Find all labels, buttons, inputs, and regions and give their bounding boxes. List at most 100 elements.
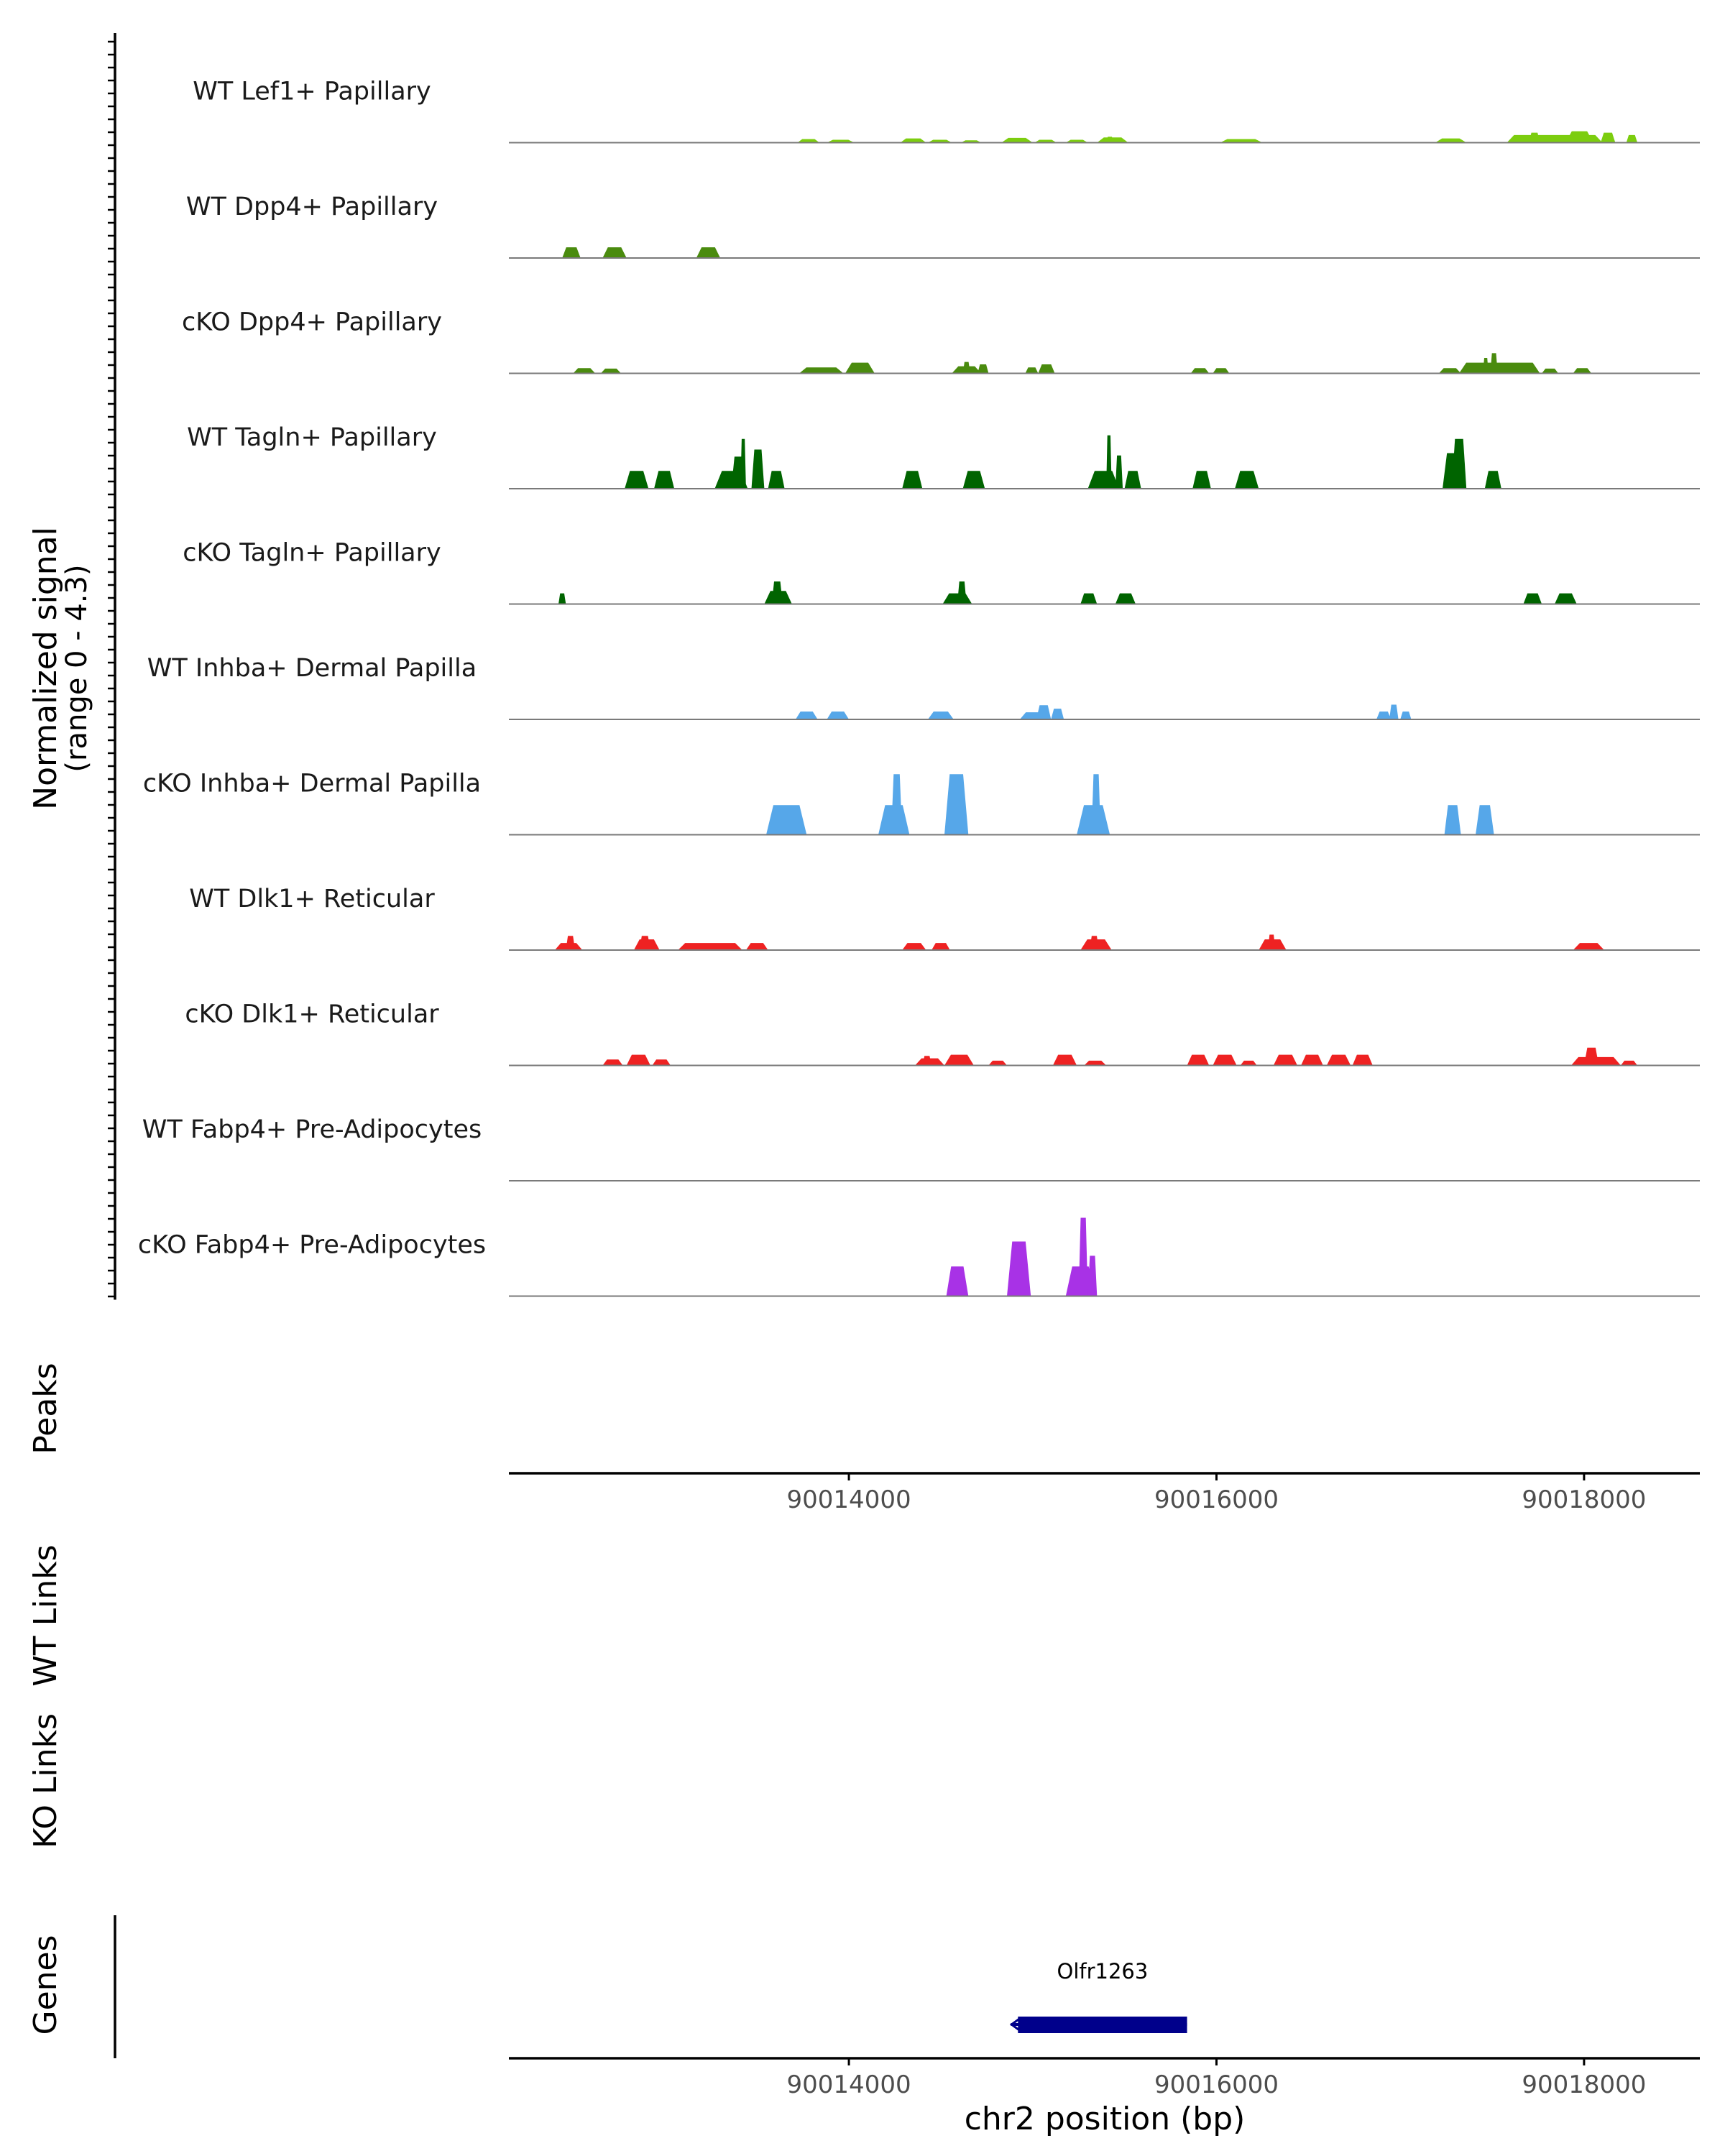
coverage-peak [1007, 1241, 1031, 1296]
coverage-peak [1626, 134, 1638, 143]
x-tick-label: 90016000 [1154, 2070, 1279, 2099]
coverage-peak [827, 711, 850, 719]
peaks-x-axis: 90014000 90016000 90018000 [509, 1472, 1700, 1514]
coverage-peak [639, 936, 650, 950]
track-wt-lef1-papillary: WT Lef1+ Papillary [193, 78, 1700, 144]
coverage-peak [988, 1060, 1007, 1066]
track-cko-tagln-papillary: cKO Tagln+ Papillary [183, 539, 1700, 605]
track-wt-tagln-papillary: WT Tagln+ Papillary [187, 423, 1700, 489]
coverage-peak [1052, 1054, 1077, 1066]
coverage-peak [1389, 704, 1399, 719]
gene-olfr1263: Olfr1263 [1009, 1959, 1187, 2033]
track-cko-fabp4-pre-adipocytes: cKO Fabp4+ Pre-Adipocytes [138, 1217, 1700, 1297]
coverage-peak [1187, 1054, 1210, 1066]
coverage-peak [1600, 132, 1616, 143]
track-label: cKO Dpp4+ Papillary [182, 308, 442, 337]
coverage-peak [1220, 139, 1263, 143]
coverage-peak [1190, 368, 1210, 374]
coverage-peak [946, 1266, 969, 1296]
coverage-peak [1573, 368, 1592, 374]
coverage-peak [1213, 1054, 1237, 1066]
coverage-peak [1459, 362, 1540, 374]
coverage-peak [962, 471, 985, 489]
coverage-peak [1268, 934, 1276, 950]
coverage-peak [1106, 435, 1112, 489]
track-label: WT Fabp4+ Pre-Adipocytes [142, 1115, 482, 1144]
coverage-peak [944, 774, 969, 835]
coverage-peak [1573, 943, 1604, 950]
coverage-peak [1025, 367, 1039, 374]
coverage-peak [740, 438, 746, 489]
coverage-peak [1301, 1054, 1323, 1066]
coverage-peak [922, 1056, 932, 1066]
coverage-peak [1106, 137, 1114, 143]
ko-links-track-label: KO Links [27, 1713, 64, 1848]
x-tick-label: 90018000 [1522, 2070, 1646, 2099]
coverage-peak [558, 593, 566, 604]
coverage-peak [1124, 471, 1141, 489]
coverage-peak [1038, 364, 1055, 374]
gene-label: Olfr1263 [1057, 1959, 1149, 1984]
coverage-peak [602, 247, 627, 258]
coverage-peak [1051, 709, 1064, 719]
coverage-peak [1400, 711, 1412, 719]
coverage-peak [797, 139, 820, 143]
coverage-peak [1240, 1060, 1257, 1066]
coverage-peak [1090, 936, 1099, 950]
coverage-peak [1115, 455, 1123, 489]
x-tick-label: 90014000 [787, 1485, 911, 1514]
x-tick-label: 90016000 [1154, 1485, 1279, 1514]
coverage-peak [1115, 593, 1136, 604]
coverage-peak [845, 362, 875, 374]
coverage-peak [1001, 137, 1033, 143]
coverage-peak [751, 449, 765, 489]
coverage-peak [600, 368, 621, 374]
coverage-peak [1078, 1217, 1088, 1296]
coverage-peak [771, 581, 783, 604]
coverage-peak [957, 581, 967, 604]
track-label: cKO Fabp4+ Pre-Adipocytes [138, 1231, 486, 1260]
track-wt-dlk1-reticular: WT Dlk1+ Reticular [189, 885, 1700, 951]
track-label: cKO Dlk1+ Reticular [185, 1000, 439, 1029]
coverage-peak [799, 367, 844, 374]
coverage-peak [1036, 705, 1052, 719]
coverage-peak [1091, 774, 1101, 835]
coverage-peak [942, 593, 972, 604]
coverage-peak [1621, 1060, 1638, 1066]
coverage-peak [652, 1059, 671, 1066]
coverage-peak [1529, 132, 1540, 143]
track-label: WT Inhba+ Dermal Papilla [147, 654, 477, 683]
genes-track-label: Genes [27, 1935, 64, 2035]
track-label: WT Dpp4+ Papillary [186, 193, 438, 221]
coverage-peak [696, 247, 721, 258]
x-tick-label: 90014000 [787, 2070, 911, 2099]
coverage-peak [1326, 1054, 1351, 1066]
x-axis-title: chr2 position (bp) [965, 2101, 1246, 2137]
coverage-peak [602, 1059, 623, 1066]
coverage-peak [1476, 805, 1494, 835]
genes-track: Olfr1263 [114, 1915, 1187, 2058]
signal-axis-label: Normalized signal (range 0 - 4.3) [27, 527, 93, 810]
coverage-peak [891, 774, 903, 835]
coverage-peak [768, 471, 785, 489]
coverage-peak [1080, 593, 1098, 604]
genes-x-axis: 90014000 90016000 90018000 [509, 2057, 1700, 2099]
track-cko-dpp4-papillary: cKO Dpp4+ Papillary [182, 308, 1700, 374]
track-cko-dlk1-reticular: cKO Dlk1+ Reticular [185, 1000, 1700, 1067]
track-label: cKO Inhba+ Dermal Papilla [143, 770, 481, 798]
track-wt-inhba-dermal-papilla: WT Inhba+ Dermal Papilla [147, 654, 1700, 720]
track-label: WT Lef1+ Papillary [193, 78, 431, 106]
track-label: WT Tagln+ Papillary [187, 423, 437, 452]
coverage-peak [944, 1054, 974, 1066]
coverage-peak [678, 943, 742, 950]
signal-axis-range: (range 0 - 4.3) [60, 564, 93, 772]
coverage-peak [1192, 471, 1211, 489]
coverage-peak [1583, 1047, 1599, 1066]
track-wt-dpp4-papillary: WT Dpp4+ Papillary [186, 193, 1700, 259]
coverage-peak [1273, 1054, 1297, 1066]
coverage-tracks: WT Lef1+ Papillary WT Dpp4+ Papillary cKO … [138, 78, 1700, 1297]
coverage-peak [902, 943, 926, 950]
coverage-peak [1213, 368, 1230, 374]
coverage-peak [962, 361, 970, 374]
